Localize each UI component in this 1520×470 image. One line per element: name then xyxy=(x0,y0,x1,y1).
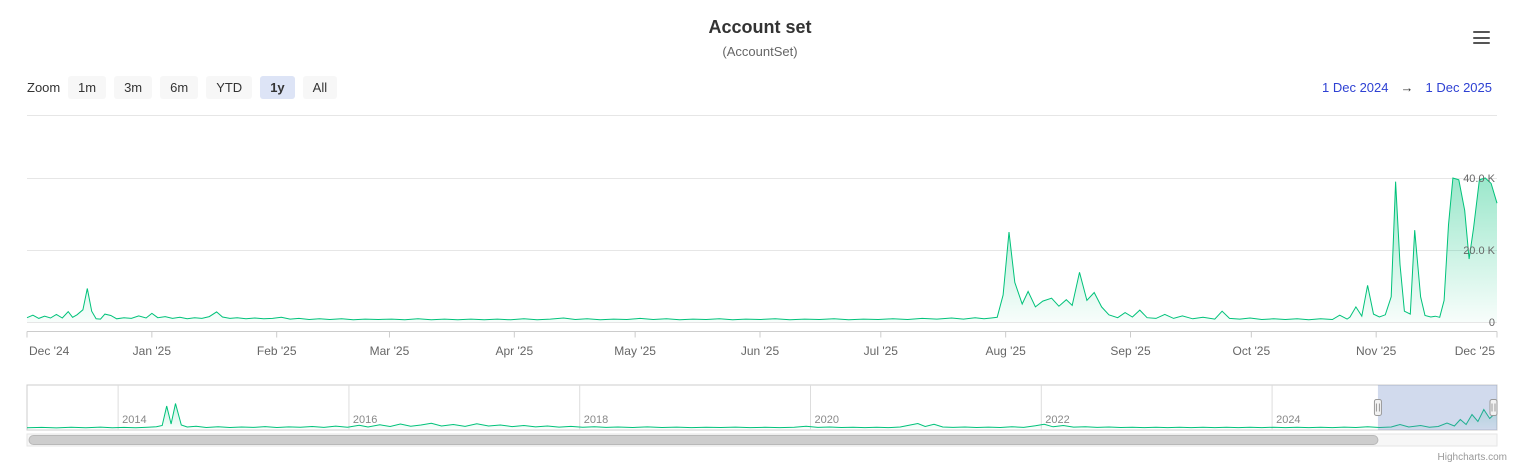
hamburger-icon xyxy=(1473,31,1490,33)
range-from-input[interactable]: 1 Dec 2024 xyxy=(1322,80,1389,95)
navigator-year-label: 2022 xyxy=(1045,414,1069,426)
x-axis-label: Apr '25 xyxy=(495,344,533,358)
scrollbar xyxy=(26,433,1498,447)
range-arrow: → xyxy=(1400,80,1414,95)
hamburger-icon xyxy=(1473,36,1490,39)
range-button-1m[interactable]: 1m xyxy=(68,76,107,99)
range-button-3m[interactable]: 3m xyxy=(114,76,153,99)
x-axis-labels: Dec '24 Jan '25 Feb '25 Mar '25 Apr '25 May '… xyxy=(26,331,1498,358)
range-button-6m[interactable]: 6m xyxy=(160,76,199,99)
y-axis-label: 20.0 K xyxy=(1463,245,1495,257)
navigator-year-label: 2016 xyxy=(353,414,377,426)
x-axis-label: Dec '25 xyxy=(1455,344,1496,358)
range-to-input[interactable]: 1 Dec 2025 xyxy=(1425,80,1493,95)
chart-subtitle: (AccountSet) xyxy=(722,44,798,59)
x-axis-label: Oct '25 xyxy=(1233,344,1271,358)
x-axis-label: Aug '25 xyxy=(985,344,1026,358)
x-axis-label: Mar '25 xyxy=(370,344,410,358)
navigator-series-area xyxy=(27,403,1497,429)
range-button-ytd[interactable]: YTD xyxy=(206,76,253,99)
navigator-year-label: 2018 xyxy=(584,414,608,426)
navigator-year-label: 2020 xyxy=(815,414,839,426)
navigator-handle-left[interactable] xyxy=(1373,399,1382,416)
navigator-year-label: 2024 xyxy=(1276,414,1300,426)
y-axis-labels: 0 20.0 K 40.0 K xyxy=(1463,173,1495,329)
x-axis-label: Dec '24 xyxy=(29,344,70,358)
navigator-handle-right[interactable] xyxy=(1489,399,1498,416)
main-series-line xyxy=(26,177,1498,321)
range-button-all[interactable]: All xyxy=(302,76,338,99)
x-axis-label: Jan '25 xyxy=(133,344,172,358)
navigator-year-label: 2014 xyxy=(122,414,146,426)
navigator-handle-right-grip xyxy=(1489,399,1498,416)
hamburger-icon xyxy=(1473,42,1490,44)
navigator-handle-left-grip xyxy=(1373,399,1382,416)
x-axis-label: Jun '25 xyxy=(741,344,780,358)
date-range-selector: 1 Dec 2024 → 1 Dec 2025 xyxy=(1322,80,1492,95)
range-selector-buttons: 1m 3m 6m YTD 1y All xyxy=(68,76,338,99)
y-axis-label: 40.0 K xyxy=(1463,173,1495,185)
x-axis-label: May '25 xyxy=(614,344,656,358)
context-menu-button[interactable] xyxy=(1473,31,1490,44)
x-axis-label: Jul '25 xyxy=(864,344,899,358)
y-axis-label: 0 xyxy=(1489,317,1495,329)
navigator: 2014 2016 2018 2020 2022 2024 xyxy=(26,384,1498,431)
x-axis-label: Feb '25 xyxy=(257,344,297,358)
navigator-series-line xyxy=(26,403,1498,429)
zoom-label: Zoom xyxy=(27,80,61,95)
chart-title: Account set xyxy=(708,17,812,37)
x-axis-label: Nov '25 xyxy=(1356,344,1397,358)
credits-link[interactable]: Highcharts.com xyxy=(1437,452,1507,463)
navigator-selected-mask[interactable] xyxy=(1377,385,1497,430)
x-axis-label: Sep '25 xyxy=(1110,344,1151,358)
scrollbar-thumb[interactable] xyxy=(28,435,1379,445)
y-gridlines xyxy=(27,115,1497,323)
range-button-1y[interactable]: 1y xyxy=(260,76,295,99)
